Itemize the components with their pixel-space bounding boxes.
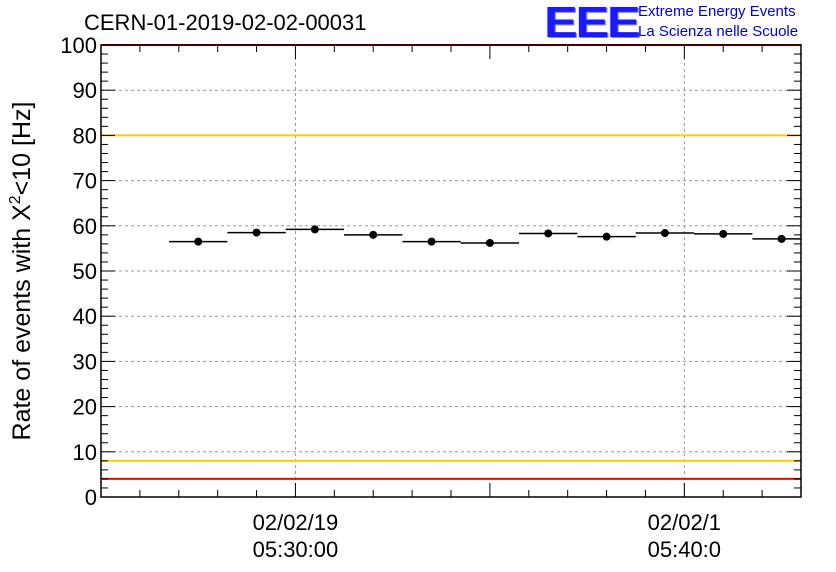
data-point xyxy=(194,237,203,246)
data-point xyxy=(544,229,553,238)
y-tick-label: 30 xyxy=(73,349,97,374)
y-tick-label: 100 xyxy=(60,33,97,58)
grid xyxy=(101,45,801,497)
y-tick-label: 90 xyxy=(73,78,97,103)
x-tick-label-time: 05:30:00 xyxy=(253,537,339,562)
y-tick-label: 60 xyxy=(73,214,97,239)
y-tick-label: 50 xyxy=(73,259,97,284)
y-axis-label-superscript: 2 xyxy=(7,195,24,204)
x-tick-label-date: 02/02/19 xyxy=(253,510,339,535)
data-points xyxy=(169,225,801,247)
y-axis-label-suffix: <10 [Hz] xyxy=(8,102,36,196)
data-point xyxy=(719,229,728,238)
y-tick-label: 80 xyxy=(73,123,97,148)
y-tick-label: 10 xyxy=(73,440,97,465)
data-point xyxy=(777,234,786,243)
data-point xyxy=(369,230,378,239)
plot-title: CERN-01-2019-02-02-00031 xyxy=(84,10,367,35)
y-tick-label: 70 xyxy=(73,169,97,194)
y-axis-label: Rate of events with X2<10 [Hz] xyxy=(7,102,36,441)
data-point xyxy=(310,225,319,234)
eee-logo-mark: EEE xyxy=(544,0,641,47)
data-point xyxy=(252,228,261,237)
reference-lines xyxy=(101,44,801,480)
y-tick-label: 20 xyxy=(73,395,97,420)
data-point xyxy=(427,237,436,246)
x-tick-label-date: 02/02/1 xyxy=(648,510,721,535)
y-axis-label-prefix: Rate of events with X xyxy=(8,204,36,441)
y-tick-label: 0 xyxy=(85,485,97,510)
x-tick-label-time: 05:40:0 xyxy=(648,537,721,562)
logo-line-extreme-energy-events: Extreme Energy Events xyxy=(638,3,796,20)
logo-line-scienza-scuole: La Scienza nelle Scuole xyxy=(638,23,799,40)
data-point xyxy=(602,232,611,241)
data-point xyxy=(660,229,669,238)
data-point xyxy=(485,238,494,247)
y-tick-label: 40 xyxy=(73,304,97,329)
